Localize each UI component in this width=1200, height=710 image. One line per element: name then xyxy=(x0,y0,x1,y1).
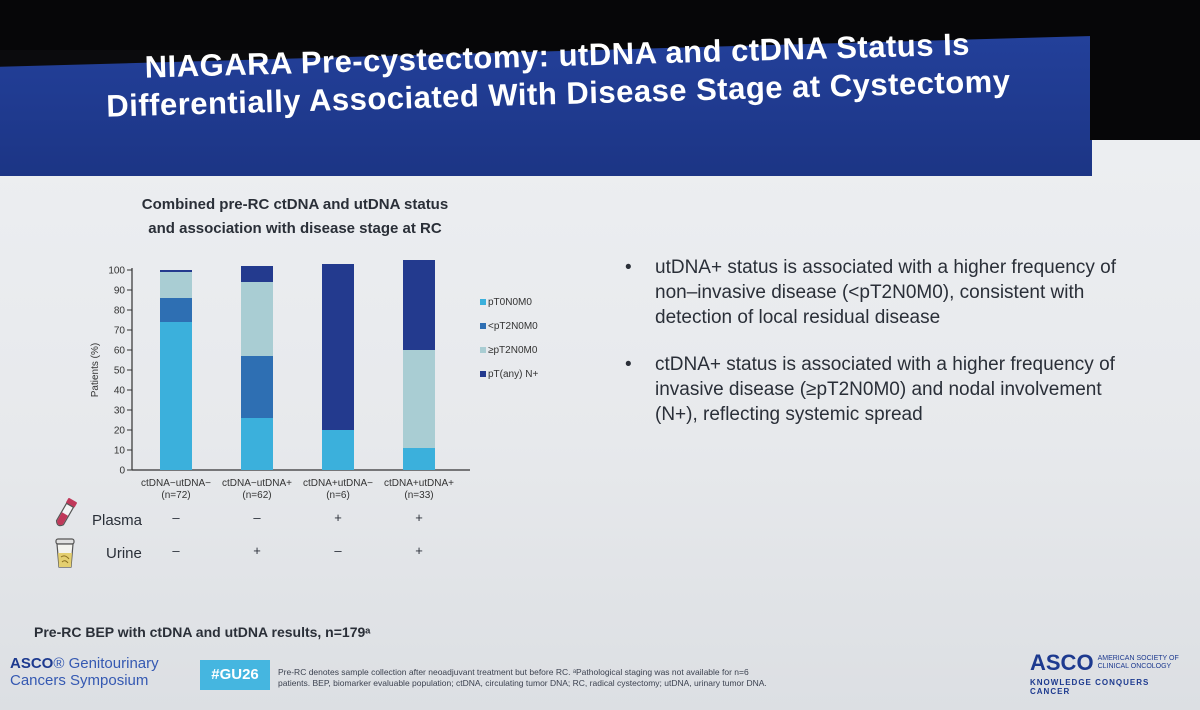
sample-mark: – xyxy=(172,510,180,525)
bar-segment-4 xyxy=(160,270,192,272)
finding-utdna: • utDNA+ status is associated with a hig… xyxy=(625,255,1145,330)
legend-label: pT(any) N+ xyxy=(488,369,538,380)
legend-swatch xyxy=(480,323,486,329)
bar-segment-1 xyxy=(322,430,354,470)
bep-note: Pre-RC BEP with ctDNA and utDNA results,… xyxy=(34,624,371,640)
legend-swatch xyxy=(480,371,486,377)
category-n-label: (n=62) xyxy=(242,490,271,501)
hashtag-badge: #GU26 xyxy=(200,660,270,690)
logo-gu-text: Genitourinary xyxy=(64,655,159,672)
logo-asco-text: ASCO xyxy=(10,655,54,672)
room-edge xyxy=(1090,0,1200,140)
gu-symposium-logo: ASCO® Genitourinary Cancers Symposium xyxy=(10,655,159,689)
bullet-dot: • xyxy=(625,257,632,278)
category-label: ctDNA+utDNA+ xyxy=(384,478,454,489)
bar-segment-4 xyxy=(322,264,354,430)
sample-mark: – xyxy=(334,543,342,558)
urine-label: Urine xyxy=(106,545,142,562)
finding-ctdna: • ctDNA+ status is associated with a hig… xyxy=(625,352,1145,427)
y-tick-label: 30 xyxy=(114,406,126,417)
asco-logo: ASCO AMERICAN SOCIETY OF CLINICAL ONCOLOGY… xyxy=(1030,650,1190,696)
stacked-bar-chart: 0 10 20 30 40 50 60 70 80 90 100 Patients (%) ctDNA−… xyxy=(90,260,538,501)
bar-segment-4 xyxy=(241,266,273,282)
sample-mark: + xyxy=(415,510,423,525)
category-n-label: (n=33) xyxy=(404,490,433,501)
y-axis-label: Patients (%) xyxy=(90,343,101,397)
bar-segment-3 xyxy=(403,350,435,448)
legend-swatch xyxy=(480,299,486,305)
logo-symposium-text: Cancers Symposium xyxy=(10,672,149,689)
chart-title-line-2: and association with disease stage at RC xyxy=(148,220,442,237)
category-label: ctDNA+utDNA− xyxy=(303,478,373,489)
bar-segment-1 xyxy=(160,322,192,470)
bar-segment-1 xyxy=(403,448,435,470)
sample-mark: + xyxy=(253,543,261,558)
sample-mark: + xyxy=(415,543,423,558)
y-tick-label: 70 xyxy=(114,326,126,337)
y-tick-label: 10 xyxy=(114,446,126,457)
category-label: ctDNA−utDNA+ xyxy=(222,478,292,489)
category-n-label: (n=6) xyxy=(326,490,350,501)
y-tick-label: 50 xyxy=(114,366,126,377)
urine-cup-icon xyxy=(55,538,75,568)
sample-mark: – xyxy=(253,510,261,525)
asco-society-line-2: CLINICAL ONCOLOGY xyxy=(1097,663,1172,670)
legend-swatch xyxy=(480,347,486,353)
y-tick-label: 80 xyxy=(114,306,126,317)
y-tick-label: 0 xyxy=(119,466,125,477)
chart-title-line-1: Combined pre-RC ctDNA and utDNA status xyxy=(141,196,449,213)
asco-society-name: AMERICAN SOCIETY OF CLINICAL ONCOLOGY xyxy=(1098,655,1179,671)
category-label: ctDNA−utDNA− xyxy=(141,478,211,489)
asco-tagline: KNOWLEDGE CONQUERS CANCER xyxy=(1030,678,1150,696)
plasma-tube-icon xyxy=(55,498,77,527)
bar-segment-4 xyxy=(403,260,435,350)
key-findings: • utDNA+ status is associated with a hig… xyxy=(625,255,1145,449)
finding-text: utDNA+ status is associated with a highe… xyxy=(655,257,1116,328)
asco-wordmark: ASCO xyxy=(1030,650,1094,675)
bar-segment-2 xyxy=(241,356,273,418)
bullet-dot: • xyxy=(625,354,632,375)
sample-mark: – xyxy=(172,543,180,558)
chart-title: Combined pre-RC ctDNA and utDNA status a… xyxy=(120,193,470,241)
bar-segment-3 xyxy=(160,272,192,298)
y-tick-label: 90 xyxy=(114,286,126,297)
category-n-label: (n=72) xyxy=(161,490,190,501)
footnote: Pre-RC denotes sample collection after n… xyxy=(278,667,767,688)
legend-label: pT0N0M0 xyxy=(488,297,532,308)
y-tick-label: 60 xyxy=(114,346,126,357)
y-tick-label: 20 xyxy=(114,426,126,437)
bar-segment-1 xyxy=(241,418,273,470)
logo-registered-mark: ® xyxy=(53,655,65,672)
legend-label: <pT2N0M0 xyxy=(488,321,538,332)
y-tick-label: 100 xyxy=(108,266,125,277)
y-tick-label: 40 xyxy=(114,386,126,397)
sample-mark: + xyxy=(334,510,342,525)
asco-society-line-1: AMERICAN SOCIETY OF xyxy=(1097,655,1179,662)
plasma-label: Plasma xyxy=(92,512,143,529)
bar-segment-3 xyxy=(241,282,273,356)
finding-text: ctDNA+ status is associated with a highe… xyxy=(655,354,1115,425)
legend-label: ≥pT2N0M0 xyxy=(488,345,538,356)
bar-segment-2 xyxy=(160,298,192,322)
